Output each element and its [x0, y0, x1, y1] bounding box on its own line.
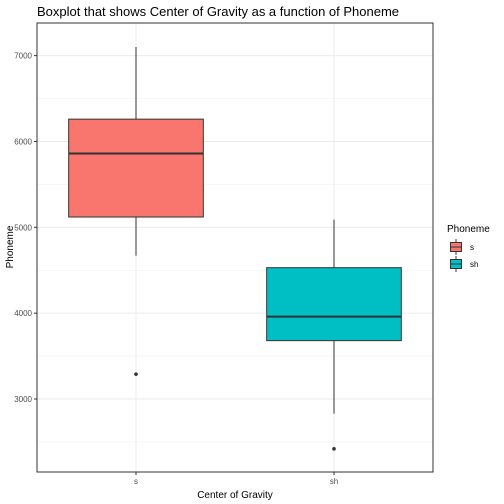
plot-panel — [36, 22, 434, 473]
x-axis-title: Center of Gravity — [197, 490, 273, 501]
x-tick-label: s — [134, 477, 138, 486]
legend-item-sh: sh — [448, 256, 478, 272]
legend-label: sh — [470, 260, 478, 269]
panel-background — [37, 23, 433, 472]
y-tick-label: 5000 — [14, 223, 32, 232]
legend-title: Phoneme — [447, 224, 490, 235]
panel-border — [36, 22, 434, 473]
y-axis: 3000 4000 5000 6000 7000 — [14, 52, 37, 404]
legend-label: s — [470, 243, 474, 252]
legend: Phoneme s sh — [447, 224, 490, 272]
box-iqr — [266, 267, 402, 342]
legend-item-s: s — [448, 239, 474, 255]
outlier-point — [134, 372, 138, 376]
box-group-sh — [266, 219, 402, 451]
box-iqr — [68, 118, 204, 218]
y-tick-label: 6000 — [14, 137, 32, 146]
legend-items: s sh — [448, 239, 478, 272]
outlier-point — [332, 447, 336, 451]
x-axis: s sh — [134, 472, 338, 486]
y-tick-label: 7000 — [14, 52, 32, 61]
y-tick-label: 3000 — [14, 395, 32, 404]
box-group-s — [68, 47, 204, 376]
y-tick-label: 4000 — [14, 309, 32, 318]
x-tick-label: sh — [330, 477, 338, 486]
chart-title: Boxplot that shows Center of Gravity as … — [37, 4, 399, 19]
y-axis-title: Phoneme — [5, 225, 16, 268]
boxes-layer — [68, 47, 402, 451]
